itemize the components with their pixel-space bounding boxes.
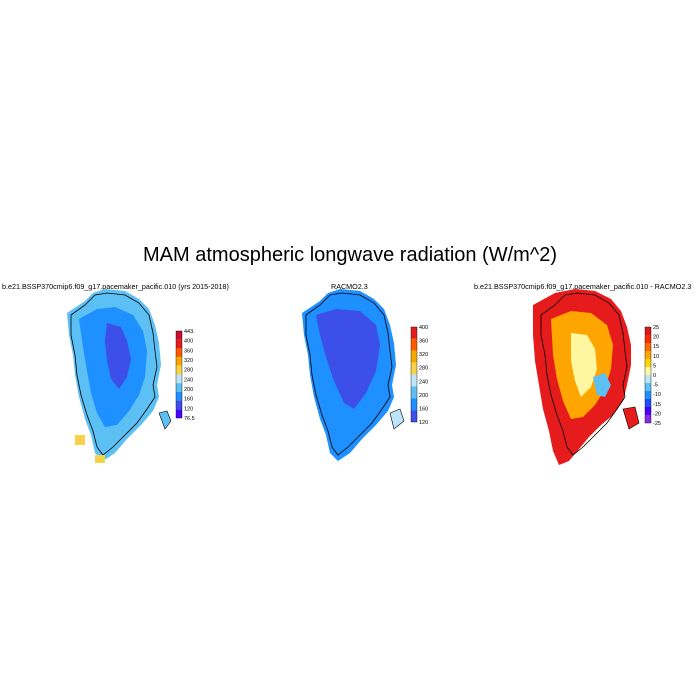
colorbar-frame xyxy=(410,326,418,423)
colorbar-segment xyxy=(176,357,182,366)
diff-core xyxy=(571,333,597,397)
colorbar-segment xyxy=(411,398,417,411)
colorbar-tick-label: 360 xyxy=(184,348,193,354)
colorbar-segment xyxy=(176,383,182,392)
panel-2-map: 400 360 320 280 240 200 160 120 xyxy=(302,289,428,461)
colorbar-tick-label: 320 xyxy=(419,352,428,358)
colorbar-tick-label: 5 xyxy=(653,363,656,369)
colorbar-segment xyxy=(645,343,651,351)
colorbar-tick-label: -10 xyxy=(653,392,661,398)
colorbar-tick-label: 160 xyxy=(419,406,428,412)
colorbar-segment xyxy=(645,351,651,359)
colorbar-segment xyxy=(645,383,651,391)
diff-negative xyxy=(593,373,611,397)
panel-3-map: 25 20 15 10 5 0 -5 -10 -15 -20 -25 xyxy=(533,289,661,465)
colorbar-segment xyxy=(645,407,651,415)
panel-3-title: b.e21.BSSP370cmip6.f09_g17.pacemaker_pac… xyxy=(474,282,692,291)
colorbar-segment xyxy=(645,375,651,383)
colorbar-segment xyxy=(645,327,651,335)
coast-outline xyxy=(305,292,393,456)
panel-1-title: b.e21.BSSP370cmip6.f09_g17.pacemaker_pac… xyxy=(2,282,229,291)
colorbar-3: 25 20 15 10 5 0 -5 -10 -15 -20 -25 xyxy=(644,325,661,427)
island xyxy=(622,406,640,430)
colorbar-segment xyxy=(411,327,417,339)
colorbar-segment xyxy=(176,339,182,349)
colorbar-tick-label: 320 xyxy=(184,358,193,364)
greenland-field xyxy=(533,289,640,465)
colorbar-tick-label: 120 xyxy=(184,406,193,412)
panel-1-map: 443.1 400 360 320 280 240 200 160 120 76.5 xyxy=(67,289,195,463)
colorbar-segment xyxy=(176,331,182,340)
colorbar-segment xyxy=(645,367,651,375)
colorbar-tick-label: 0 xyxy=(653,373,656,379)
colorbar-3-ticks: 25 20 15 10 5 0 -5 -10 -15 -20 -25 xyxy=(653,325,661,427)
colorbar-segment xyxy=(645,359,651,367)
colorbar-tick-label: 160 xyxy=(184,397,193,403)
greenland-field xyxy=(67,289,172,463)
colorbar-segment xyxy=(411,338,417,351)
colorbar-tick-label: 400 xyxy=(419,325,428,331)
ice-sheet-summit xyxy=(316,309,380,409)
colorbar-tick-label: 280 xyxy=(419,366,428,372)
colorbar-tick-label: 200 xyxy=(419,393,428,399)
colorbar-tick-label: 76.5 xyxy=(184,416,195,422)
island xyxy=(158,410,172,430)
colorbar-segment xyxy=(176,374,182,384)
colorbar-segment xyxy=(645,415,651,423)
colorbar-2-ticks: 400 360 320 280 240 200 160 120 xyxy=(419,325,428,426)
coastal-patch xyxy=(95,455,105,463)
colorbar-segment xyxy=(176,400,182,410)
colorbar-segment xyxy=(411,386,417,399)
colorbar-segment xyxy=(645,391,651,399)
greenland-field xyxy=(302,289,405,461)
colorbar-segment xyxy=(645,335,651,343)
colorbar-tick-label: 443.1 xyxy=(184,329,195,335)
colorbar-tick-label: 20 xyxy=(653,335,659,341)
colorbar-segment xyxy=(176,365,182,375)
colorbar-tick-label: 25 xyxy=(653,325,659,331)
colorbar-tick-label: 200 xyxy=(184,387,193,393)
island xyxy=(389,408,405,430)
coast-outline xyxy=(70,292,158,456)
panel-2-title: RACMO2.3 xyxy=(331,282,368,291)
colorbar-segment xyxy=(645,399,651,407)
colorbar-tick-label: 280 xyxy=(184,368,193,374)
colorbar-1-ticks: 443.1 400 360 320 280 240 200 160 120 76.5 xyxy=(184,329,195,422)
coastal-patch xyxy=(75,435,85,445)
colorbar-tick-label: 10 xyxy=(653,354,659,360)
colorbar-tick-label: 15 xyxy=(653,344,659,350)
colorbar-segment xyxy=(176,409,182,418)
colorbar-tick-label: -15 xyxy=(653,402,661,408)
colorbar-tick-label: -5 xyxy=(653,383,658,389)
colorbar-1: 443.1 400 360 320 280 240 200 160 120 76.5 xyxy=(175,329,195,422)
colorbar-segment xyxy=(411,410,417,422)
colorbar-segment xyxy=(411,350,417,363)
figure-title: MAM atmospheric longwave radiation (W/m^… xyxy=(143,244,557,266)
colorbar-tick-label: 400 xyxy=(184,339,193,345)
colorbar-segment xyxy=(176,348,182,358)
colorbar-frame xyxy=(175,330,183,419)
colorbar-tick-label: 240 xyxy=(184,377,193,383)
ice-sheet-summit xyxy=(105,323,131,389)
colorbar-segment xyxy=(411,374,417,387)
colorbar-frame xyxy=(644,326,652,424)
colorbar-tick-label: 120 xyxy=(419,420,428,426)
colorbar-segment xyxy=(176,391,182,401)
colorbar-tick-label: 360 xyxy=(419,339,428,345)
colorbar-tick-label: 240 xyxy=(419,379,428,385)
colorbar-tick-label: -20 xyxy=(653,411,661,417)
colorbar-segment xyxy=(411,362,417,375)
colorbar-2: 400 360 320 280 240 200 160 120 xyxy=(410,325,428,426)
colorbar-tick-label: -25 xyxy=(653,421,661,427)
coast-outline xyxy=(540,292,628,456)
